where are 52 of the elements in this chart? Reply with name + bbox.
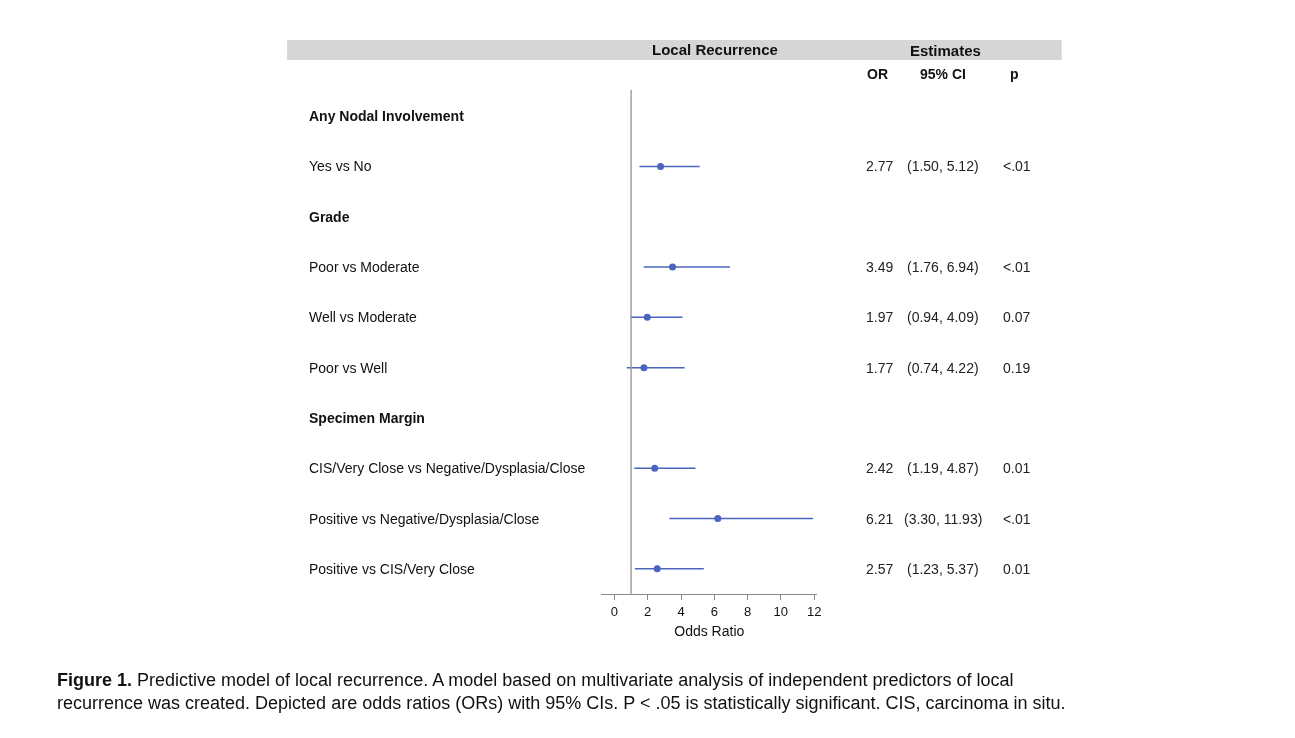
data-label: 6.21 [866,511,894,527]
x-tick-label: 10 [773,603,789,619]
x-axis-title: Odds Ratio [674,622,745,639]
data-label: 1.97 [866,309,894,325]
point [651,464,659,472]
point [657,162,665,170]
text: <.01 [1003,158,1031,174]
y-tick-label: Specimen Margin [309,410,425,426]
point [640,364,648,372]
text: Estimates [910,42,981,59]
data-label: 3.49 [866,259,894,275]
x-tick-label: 6 [710,603,718,619]
data-label: 2.42 [866,460,894,476]
text: (1.76, 6.94) [907,259,979,275]
caption: Figure 1. Predictive model of local recurrence. A model based on multivariate analysis of independent predictors of local recurrence was created. Depicted are odds ratios (ORs) with 95% CIs. P < .05 is statistically significant. CIS, carcinoma in situ. [57,670,1066,714]
text: <.01 [1003,259,1031,275]
text: (1.23, 5.37) [907,561,979,577]
text: 0.01 [1003,561,1031,577]
y-tick-label: Positive vs Negative/Dysplasia/Close [309,511,540,527]
x-tick-label: 2 [644,603,652,619]
point [653,565,661,573]
data-label: 1.77 [866,360,894,376]
y-tick-label: Poor vs Moderate [309,259,420,275]
y-tick-label: Poor vs Well [309,360,388,376]
y-tick-label: Any Nodal Involvement [309,108,465,124]
data-label: 2.57 [866,561,894,577]
text: (1.19, 4.87) [907,460,979,476]
y-tick-label: CIS/Very Close vs Negative/Dysplasia/Close [309,460,586,476]
text: 0.19 [1003,360,1031,376]
text: (0.74, 4.22) [907,360,979,376]
point [714,515,722,523]
text: <.01 [1003,511,1031,527]
text: 0.07 [1003,309,1031,325]
text: p [1010,66,1019,82]
y-tick-label: Grade [309,209,350,225]
x-tick-label: 4 [677,603,685,619]
y-tick-label: Yes vs No [309,158,372,174]
data-label: 2.77 [866,158,894,174]
y-tick-label: Positive vs CIS/Very Close [309,561,475,577]
text: (3.30, 11.93) [904,511,983,527]
text: 95% CI [920,66,966,82]
text: OR [867,66,888,82]
text: (1.50, 5.12) [907,158,979,174]
text: (0.94, 4.09) [907,309,979,325]
x-tick-label: 12 [806,603,822,619]
text: 0.01 [1003,460,1031,476]
x-tick-label: 8 [743,603,752,619]
chart-title: Local Recurrence [652,41,778,59]
x-tick-label: 0 [610,603,619,619]
point [643,313,651,321]
point [669,263,677,271]
y-tick-label: Well vs Moderate [309,309,418,325]
